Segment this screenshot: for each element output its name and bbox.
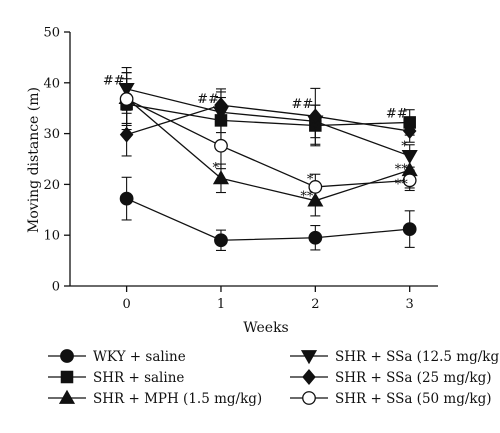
significance-mark: ** — [395, 177, 409, 192]
data-point — [308, 230, 323, 245]
y-tick-label: 50 — [43, 26, 60, 41]
series-line — [126, 104, 410, 136]
significance-mark: ## — [103, 73, 125, 88]
legend-label: SHR + SSa (25 mg/kg) — [335, 370, 492, 386]
series-lines-layer — [126, 88, 410, 241]
data-point — [308, 180, 323, 194]
significance-mark: ## — [292, 97, 314, 112]
axes-layer: 0 10 20 30 40 50 0 1 2 3 — [43, 26, 438, 312]
significance-mark: * — [212, 161, 219, 176]
data-point — [119, 126, 134, 143]
data-point — [402, 123, 417, 140]
y-tick-label: 10 — [43, 229, 60, 244]
x-tick-label: 2 — [311, 297, 319, 312]
data-point — [214, 138, 228, 153]
series-line — [126, 98, 410, 188]
y-tick-label: 20 — [43, 178, 60, 193]
data-point — [119, 191, 134, 206]
data-point — [402, 173, 417, 188]
legend-marker — [60, 349, 74, 363]
legend-marker — [302, 391, 316, 405]
data-point — [214, 97, 228, 114]
y-tick-label: 30 — [43, 127, 60, 142]
x-tick-label: 0 — [122, 297, 130, 312]
annotations-layer: #### ####********* — [103, 73, 408, 204]
x-tick-label: 3 — [406, 297, 414, 312]
series-line — [126, 88, 410, 157]
significance-mark: ** — [395, 163, 409, 178]
x-tick-label: 1 — [217, 297, 225, 312]
legend-marker — [58, 389, 76, 404]
data-point — [402, 222, 417, 236]
data-point — [401, 150, 418, 165]
data-point — [212, 170, 230, 185]
significance-mark: * — [401, 139, 408, 154]
y-axis-title: Moving distance (m) — [26, 87, 42, 233]
significance-mark: ## — [197, 92, 219, 107]
data-point — [307, 192, 324, 207]
legend-marker — [302, 369, 316, 385]
data-point — [118, 82, 135, 98]
data-point — [119, 92, 134, 106]
significance-mark: * — [307, 172, 314, 187]
series-line — [126, 97, 410, 202]
legend-label: SHR + MPH (1.5 mg/kg) — [93, 391, 262, 407]
significance-mark: ** — [300, 190, 314, 205]
data-point — [308, 108, 323, 125]
y-tick-label: 40 — [43, 76, 60, 91]
legend-label: SHR + SSa (50 mg/kg) — [335, 391, 492, 407]
legend-label: SHR + SSa (12.5 mg/kg) — [335, 349, 500, 365]
y-tick-label: 0 — [52, 280, 60, 295]
legend-marker — [60, 370, 74, 384]
legend-label: SHR + saline — [93, 370, 184, 386]
series-line — [126, 103, 410, 127]
error-bars-layer — [121, 67, 415, 251]
legend: WKY + saline SHR + saline SHR + MPH (1.5 m… — [48, 349, 500, 407]
series-line — [126, 198, 410, 241]
legend-label: WKY + saline — [93, 349, 186, 365]
legend-marker — [300, 350, 318, 365]
markers-layer — [118, 82, 418, 248]
significance-mark: ## — [386, 106, 408, 121]
data-point — [214, 233, 228, 248]
x-axis-title: Weeks — [243, 320, 289, 336]
